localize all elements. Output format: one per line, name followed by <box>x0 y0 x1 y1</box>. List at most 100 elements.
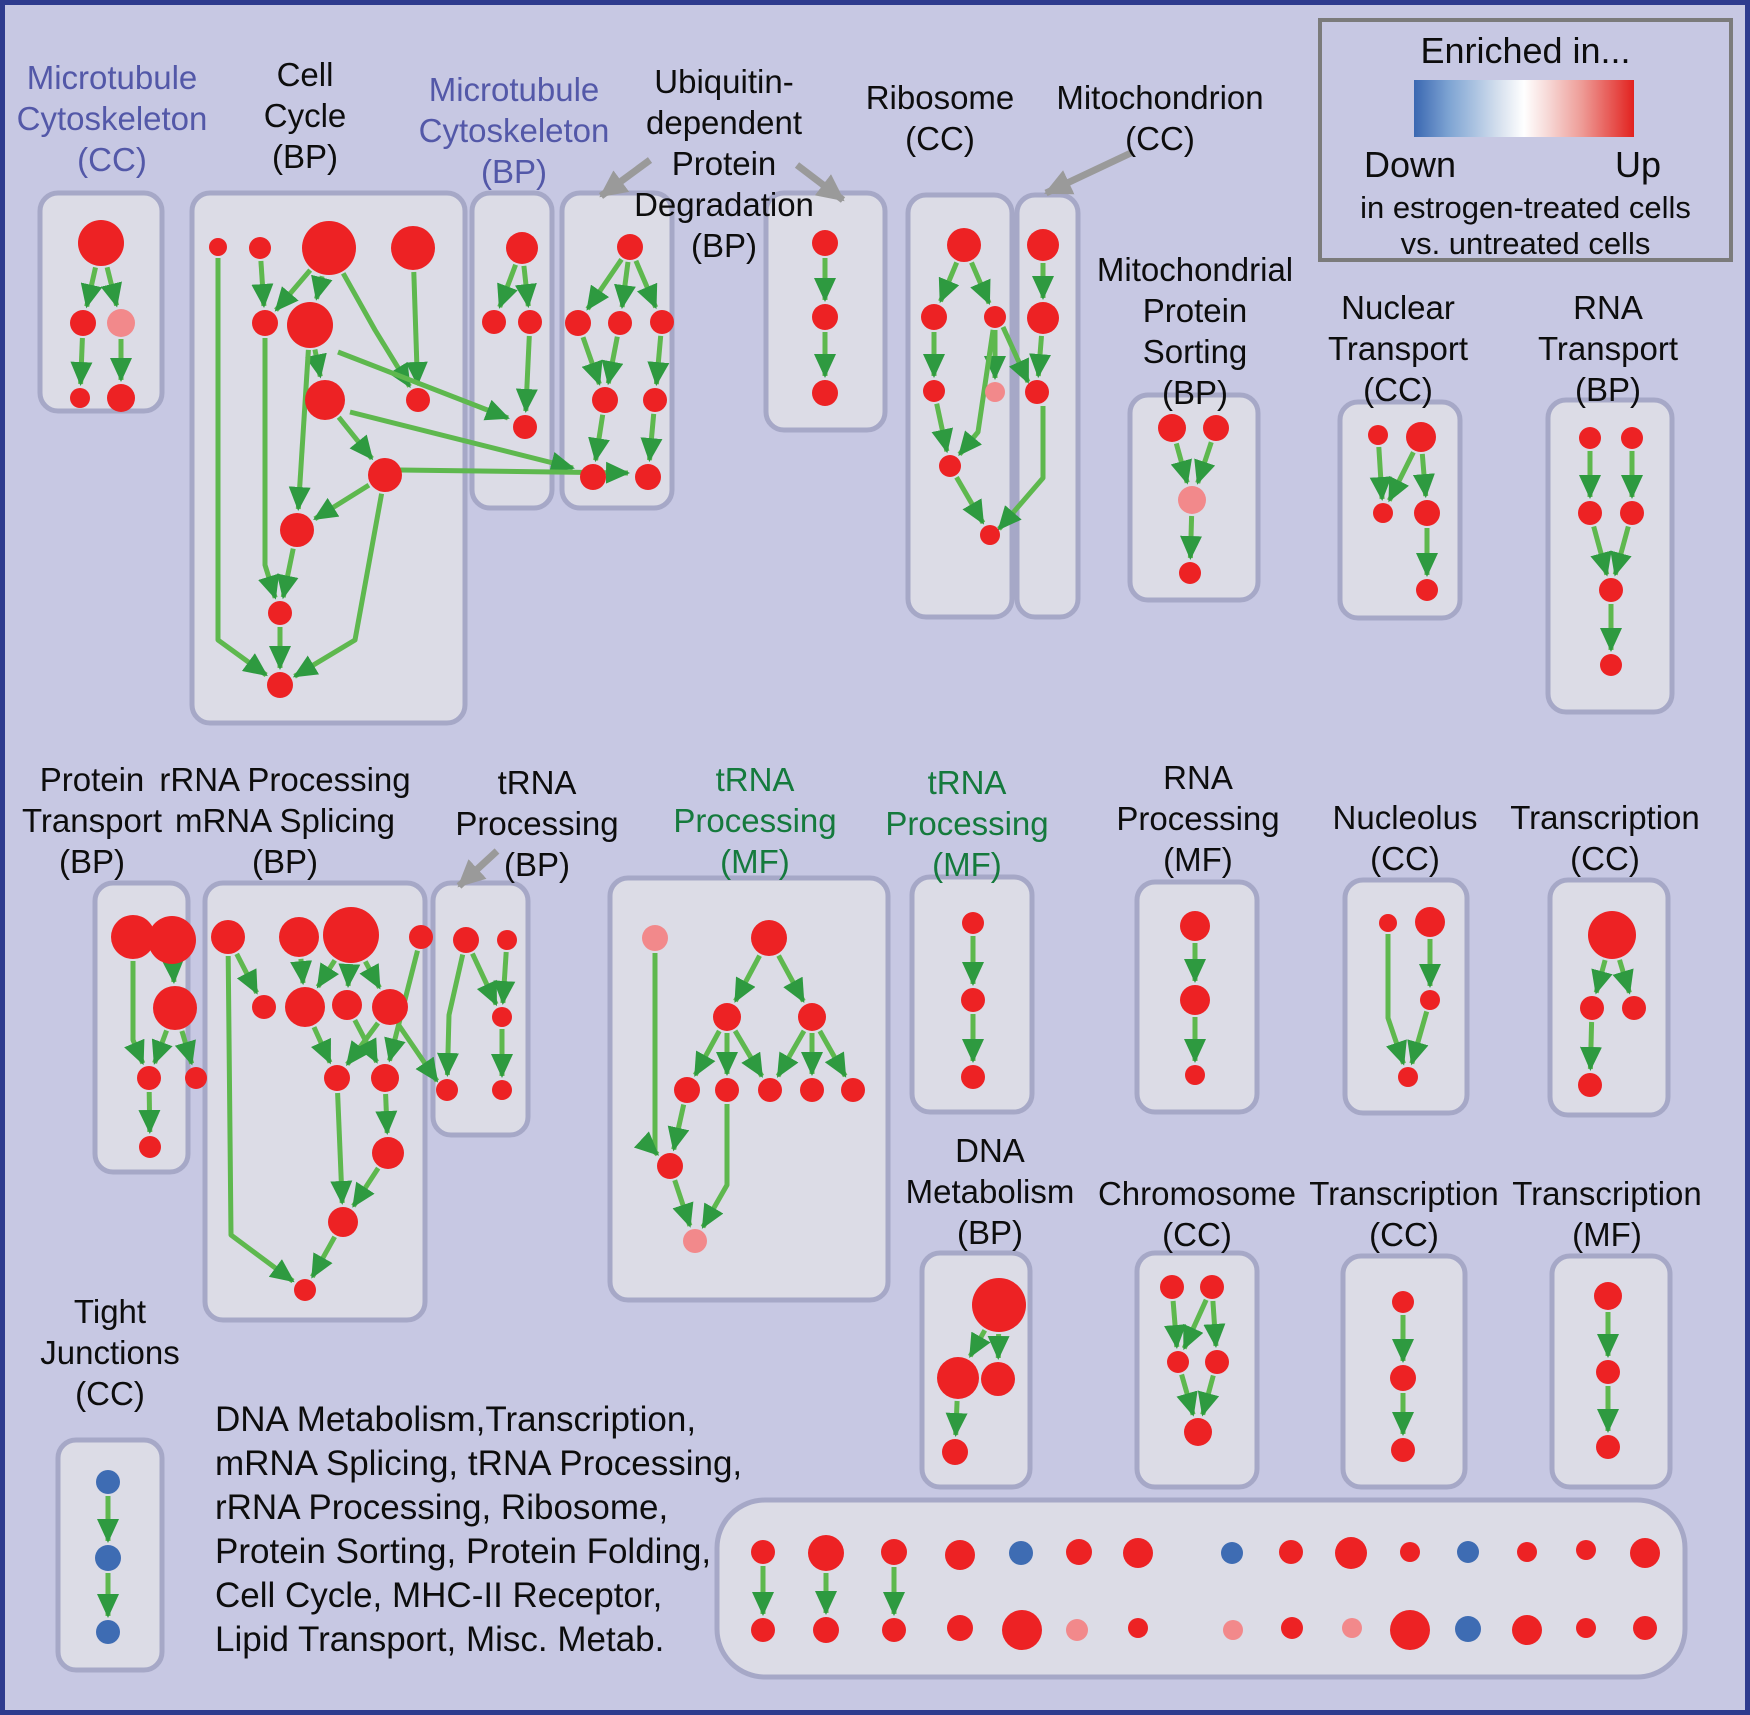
chromosome-cc-box <box>1134 1250 1260 1490</box>
rrna-processing-mrna-splicing-bp-node-5 <box>285 987 325 1027</box>
ubiquitin-degradation-bp-right-pointer-arrow <box>794 162 846 203</box>
microtubule-cytoskeleton-bp-edge-2 <box>515 335 538 413</box>
misc-terms-node-21 <box>1128 1618 1148 1638</box>
ubiquitin-degradation-bp-left-edge-4 <box>601 336 624 386</box>
transcription-cc-upper-edge-1 <box>1612 959 1634 995</box>
misc-terms-node-23 <box>1281 1617 1303 1639</box>
transcription-cc-upper-edge-0 <box>1591 959 1613 995</box>
chromosome-cc-node-2 <box>1167 1351 1189 1373</box>
ubiquitin-degradation-bp-left-node-5 <box>643 388 667 412</box>
rna-processing-mf-node-2 <box>1185 1065 1205 1085</box>
cell-cycle-bp-edge-2 <box>311 274 333 301</box>
rrna-processing-mrna-splicing-bp-edge-12 <box>310 1235 337 1279</box>
transcription-cc-upper-node-3 <box>1578 1073 1602 1097</box>
nuclear-transport-cc-node-0 <box>1368 425 1388 445</box>
rrna-processing-mrna-splicing-bp-edge-5 <box>310 1026 333 1065</box>
misc-terms-node-5 <box>1066 1539 1092 1565</box>
rrna-processing-mrna-splicing-bp-node-10 <box>372 1137 404 1169</box>
ribosome-cc-edge-6 <box>954 475 986 525</box>
dna-metabolism-bp-node-0 <box>972 1278 1026 1332</box>
pointer-arrows-layer <box>456 148 1135 889</box>
dna-metabolism-bp-edge-2 <box>945 1400 968 1437</box>
cell-cycle-bp-edge-5 <box>305 349 327 379</box>
rna-transport-bp-node-1 <box>1621 427 1643 449</box>
annotation-line-1: DNA Metabolism,Transcription, <box>215 1400 697 1439</box>
mitochondrion-cc-node-1 <box>1027 302 1059 334</box>
protein-transport-bp-node-3 <box>137 1066 161 1090</box>
trna-processing-mf-large-node-10 <box>683 1229 707 1253</box>
ubiquitin-degradation-bp-left-node-4 <box>592 387 618 413</box>
edges-layer <box>70 257 1644 1618</box>
cellcycle-to-microtubule-bp <box>337 349 510 421</box>
misc-terms-box <box>714 1497 1688 1680</box>
mitochondrion-cc-node-2 <box>1025 380 1049 404</box>
ribosome-cc-node-6 <box>980 525 1000 545</box>
misc-terms-node-10 <box>1400 1542 1420 1562</box>
trna-processing-mf-small-node-0 <box>962 912 984 934</box>
tight-junctions-cc-node-0 <box>96 1470 120 1494</box>
annotation-line-4: Protein Sorting, Protein Folding, <box>215 1532 712 1572</box>
misc-terms-node-0 <box>751 1540 775 1564</box>
microtubule-cytoskeleton-cc-edge-0 <box>80 266 103 309</box>
misc-terms-node-4 <box>1009 1541 1033 1565</box>
cell-cycle-bp-node-5 <box>287 302 333 348</box>
cell-cycle-bp-node-0 <box>209 238 227 256</box>
trna-processing-mf-large-edge-5 <box>775 1029 807 1078</box>
trna-processing-mf-large-node-0 <box>642 925 668 951</box>
rna-processing-mf-node-0 <box>1180 911 1210 941</box>
ubiquitin-degradation-bp-left-edge-2 <box>633 259 659 310</box>
rrna-processing-mrna-splicing-bp-node-4 <box>252 995 276 1019</box>
chromosome-cc-node-3 <box>1205 1350 1229 1374</box>
microtubule-cytoskeleton-cc-edge-1 <box>100 266 122 308</box>
trna-processing-mf-large-node-4 <box>674 1077 700 1103</box>
mitochondrion-cc-node-0 <box>1027 229 1059 261</box>
transcription-cc-upper-box <box>1547 877 1671 1118</box>
cell-cycle-bp-edge-12 <box>215 258 268 678</box>
cell-cycle-bp-edge-8 <box>313 482 371 522</box>
microtubule-cytoskeleton-cc-edge-2 <box>70 337 93 386</box>
chromosome-cc-edge-3 <box>1176 1373 1198 1417</box>
nuclear-transport-cc-edge-2 <box>1412 453 1435 499</box>
misc-terms-node-3 <box>945 1540 975 1570</box>
misc-terms-node-17 <box>882 1618 906 1642</box>
ubiquitin-degradation-bp-left-edge-0 <box>585 257 624 311</box>
chromosome-cc-edge-1 <box>1181 1298 1209 1351</box>
legend-up-label: Up <box>1614 144 1661 185</box>
trna-processing-mf-large-node-5 <box>715 1078 739 1102</box>
trna-processing-mf-small-node-2 <box>961 1065 985 1089</box>
microtubule-cytoskeleton-bp-node-0 <box>506 232 538 264</box>
mitochondrial-protein-sorting-bp-node-2 <box>1178 486 1206 514</box>
ubiquitin-degradation-bp-right-node-0 <box>812 230 838 256</box>
nucleolus-cc-node-2 <box>1420 990 1440 1010</box>
ubiquitin-degradation-bp-left-node-2 <box>608 311 632 335</box>
trna-processing-mf-large-edge-8 <box>667 1104 690 1152</box>
annotation-line-3: rRNA Processing, Ribosome, <box>215 1488 669 1528</box>
microtubule-cytoskeleton-bp-edge-0 <box>497 263 518 309</box>
annotation-line-2: mRNA Splicing, tRNA Processing, <box>215 1444 743 1484</box>
cell-cycle-bp-edge-7 <box>288 349 311 511</box>
microtubule-cytoskeleton-bp-node-3 <box>513 415 537 439</box>
rna-transport-bp-edge-2 <box>1590 525 1612 577</box>
trna-processing-mf-large-node-7 <box>800 1078 824 1102</box>
cell-cycle-bp-node-10 <box>268 601 292 625</box>
protein-transport-bp-node-4 <box>185 1067 207 1089</box>
rrna-processing-mrna-splicing-bp-node-7 <box>372 989 408 1025</box>
mitochondrial-protein-sorting-bp-node-1 <box>1203 415 1229 441</box>
protein-transport-bp-node-2 <box>153 986 197 1030</box>
legend-down-label: Down <box>1364 144 1457 185</box>
microtubule-cytoskeleton-cc-node-0 <box>78 220 124 266</box>
ubiquitin-degradation-bp-left-node-1 <box>565 310 591 336</box>
rrna-processing-mrna-splicing-bp-box <box>202 880 428 1323</box>
ribosome-cc-edge-4 <box>931 403 954 454</box>
mitochondrion-cc-pointer-arrow <box>1044 148 1135 197</box>
trna-processing-bp-node-2 <box>492 1007 512 1027</box>
misc-terms-node-16 <box>813 1617 839 1643</box>
rrna-processing-mrna-splicing-bp-edge-9 <box>375 1093 398 1135</box>
misc-terms-node-14 <box>1630 1538 1660 1568</box>
transcription-cc-upper-node-2 <box>1622 996 1646 1020</box>
rrna-processing-mrna-splicing-bp-node-3 <box>409 925 433 949</box>
dna-metabolism-bp-node-2 <box>981 1362 1015 1396</box>
protein-transport-bp-node-1 <box>148 916 196 964</box>
nodes-layer <box>70 220 1660 1650</box>
